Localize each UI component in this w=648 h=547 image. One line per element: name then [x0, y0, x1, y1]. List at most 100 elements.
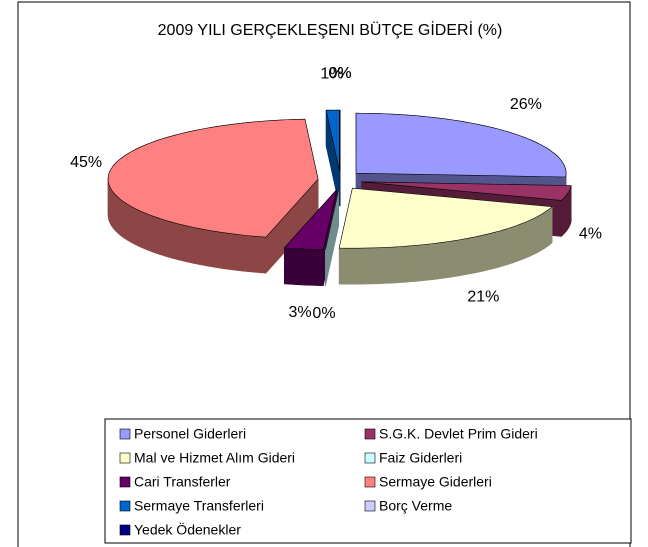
slice-side [235, 233, 243, 272]
slice-side [164, 219, 170, 258]
slice-side [519, 222, 525, 261]
legend-swatch [119, 524, 131, 536]
slice-side [230, 233, 237, 271]
slice-side [376, 247, 384, 285]
slice-side [192, 226, 199, 265]
slice-top [338, 187, 553, 249]
slice-top [107, 118, 319, 238]
data-label: 26% [510, 96, 542, 113]
legend-swatch [119, 500, 131, 512]
slice-side [485, 233, 491, 271]
slice-side [442, 241, 450, 279]
slice-side [536, 214, 541, 254]
legend-label: Sermaye Giderleri [379, 474, 492, 490]
slice-side [370, 247, 378, 285]
slice-side [470, 236, 476, 275]
slice-side [132, 206, 136, 246]
slice-side [494, 230, 500, 269]
data-label: 0% [312, 305, 335, 322]
slice-side [259, 236, 267, 274]
slice-side [401, 245, 409, 283]
legend-swatch [364, 428, 376, 440]
slice-side [533, 216, 538, 255]
slice-top [355, 112, 567, 178]
slice-side [317, 249, 324, 286]
slice-side [425, 243, 432, 281]
slice-side [459, 238, 466, 277]
slice-side [169, 221, 175, 260]
chart-title: 2009 YILI GERÇEKLEŞENI BÜTÇE GİDERİ (%) [158, 20, 503, 39]
slice-side [141, 211, 146, 250]
legend-label: Borç Verme [379, 498, 452, 514]
slice-side [208, 229, 215, 268]
slice-side [126, 203, 130, 243]
slice-side [202, 228, 209, 267]
slice-side [129, 204, 133, 244]
slice-side [527, 219, 532, 258]
slice-side [512, 225, 517, 264]
slice-side [539, 212, 544, 252]
slice-side [148, 214, 154, 253]
slice-side [213, 230, 220, 269]
slice-side [448, 240, 455, 278]
slice-side [503, 227, 509, 267]
slice-side [187, 225, 194, 264]
chart-frame [17, 1, 631, 547]
legend-swatch [364, 500, 376, 512]
slice-side [357, 247, 365, 285]
slice-side [530, 217, 535, 257]
slice-side [156, 217, 162, 256]
slice-side [475, 235, 481, 274]
slice-top [283, 188, 338, 250]
data-label: 0% [328, 65, 351, 82]
slice-side [547, 207, 551, 247]
slice-side [135, 208, 139, 247]
slice-side [389, 246, 396, 284]
data-label: 4% [579, 226, 602, 243]
slice-side [182, 224, 189, 263]
slice-side [454, 239, 461, 277]
legend-label: Personel Giderleri [134, 426, 246, 442]
data-label: 1% [320, 65, 343, 82]
slice-side [437, 241, 444, 280]
slice-top [361, 181, 572, 201]
slice-top [325, 189, 339, 250]
legend-label: Yedek Ödenekler [134, 521, 241, 538]
legend-swatch [119, 428, 131, 440]
slice-side [351, 247, 359, 285]
slice-side [119, 198, 123, 238]
legend-label: Mal ve Hizmet Alım Gideri [134, 450, 295, 466]
slice-side [311, 249, 319, 286]
legend-swatch [364, 476, 376, 488]
data-label: 45% [70, 154, 102, 171]
legend-label: Faiz Giderleri [379, 450, 462, 466]
slice-side [197, 227, 204, 266]
legend-swatch [119, 452, 131, 464]
slice-side [419, 244, 427, 282]
slice-side [241, 234, 249, 272]
data-label: 0% [328, 65, 351, 82]
legend-label: Cari Transferler [134, 474, 231, 490]
slice-side [124, 201, 128, 241]
slice-side [431, 242, 438, 281]
slice-side [247, 235, 255, 273]
legend-label: Sermaye Transferleri [134, 498, 264, 514]
slice-side [173, 222, 179, 261]
slice-side [152, 215, 158, 254]
slice-side [490, 231, 496, 270]
legend-swatch [364, 452, 376, 464]
slice-side [253, 235, 261, 274]
slice-side [145, 212, 150, 252]
slice-top [325, 109, 340, 171]
slice-side [395, 246, 402, 284]
slice-side [178, 223, 184, 262]
slice-side [523, 220, 528, 260]
slice-side [219, 231, 226, 270]
slice-side [516, 223, 521, 263]
slice-side [542, 211, 546, 250]
slice-side [382, 246, 390, 284]
slice-side [480, 234, 486, 273]
slice-side [345, 247, 353, 285]
slice-side [549, 206, 553, 246]
